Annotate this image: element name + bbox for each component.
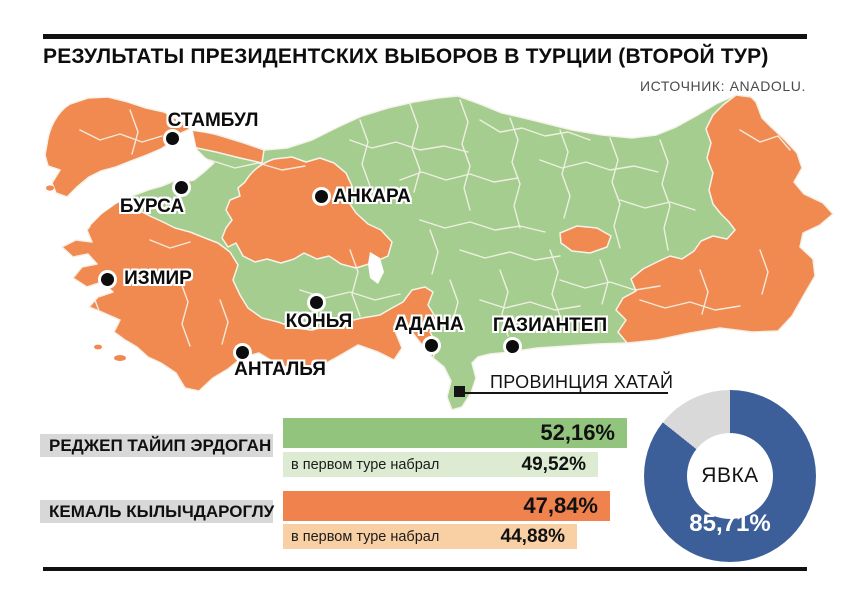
page-title: РЕЗУЛЬТАТЫ ПРЕЗИДЕНТСКИХ ВЫБОРОВ В ТУРЦИ… xyxy=(43,45,769,68)
donut-center: ЯВКА xyxy=(687,433,773,519)
map-thrace-region xyxy=(44,96,191,198)
turnout-value: 85,71% xyxy=(689,510,771,537)
city-dot-izmir xyxy=(101,273,114,286)
city-dot-bursa xyxy=(175,181,188,194)
turnout-donut-chart: ЯВКА 85,71% xyxy=(644,390,816,562)
bar-kilicdaroglu-second-round: 47,84% xyxy=(283,491,610,521)
lake xyxy=(368,252,384,284)
candidate-label-erdogan: РЕДЖЕП ТАЙИП ЭРДОГАН xyxy=(40,434,273,457)
hatay-marker-square xyxy=(454,386,465,397)
value-kilicdaroglu-first-round: 44,88% xyxy=(500,525,565,547)
city-dot-ankara xyxy=(315,190,328,203)
city-dot-antalya xyxy=(236,346,249,359)
bar-erdogan-second-round: 52,16% xyxy=(283,418,627,448)
first-round-note: в первом туре набрал xyxy=(291,456,440,473)
city-label-ankara: АНКАРА xyxy=(333,186,411,207)
islands xyxy=(46,185,126,361)
city-label-adana: АДАНА xyxy=(394,314,464,335)
first-round-note: в первом туре набрал xyxy=(291,528,440,545)
top-divider xyxy=(43,34,807,39)
turnout-label: ЯВКА xyxy=(701,464,759,487)
city-dot-adana xyxy=(425,339,438,352)
city-label-istanbul: СТАМБУЛ xyxy=(167,110,259,131)
value-kilicdaroglu-second-round: 47,84% xyxy=(523,493,598,518)
bar-erdogan-first-round: в первом туре набрал 49,52% xyxy=(283,452,598,477)
city-dot-gaziantep xyxy=(506,340,519,353)
value-erdogan-second-round: 52,16% xyxy=(540,420,615,445)
city-label-antalya: АНТАЛЬЯ xyxy=(234,359,326,380)
hatay-callout-line xyxy=(458,392,668,394)
map-kilicdaroglu-regions xyxy=(61,95,833,392)
candidate-label-kilicdaroglu: КЕМАЛЬ КЫЛЫЧДАРОГЛУ xyxy=(40,500,274,523)
bottom-divider xyxy=(43,567,807,571)
source-credit: ИСТОЧНИК: ANADOLU. xyxy=(639,78,806,94)
bar-kilicdaroglu-first-round: в первом туре набрал 44,88% xyxy=(283,524,577,549)
city-dot-istanbul xyxy=(166,132,179,145)
city-dot-konya xyxy=(310,296,323,309)
city-label-konya: КОНЬЯ xyxy=(285,311,353,332)
city-label-izmir: ИЗМИР xyxy=(124,268,192,289)
hatay-callout-label: ПРОВИНЦИЯ ХАТАЙ xyxy=(490,372,674,392)
city-label-gaziantep: ГАЗИАНТЕП xyxy=(492,315,608,336)
city-label-bursa: БУРСА xyxy=(119,196,185,217)
value-erdogan-first-round: 49,52% xyxy=(521,453,586,475)
province-borders xyxy=(79,99,791,347)
